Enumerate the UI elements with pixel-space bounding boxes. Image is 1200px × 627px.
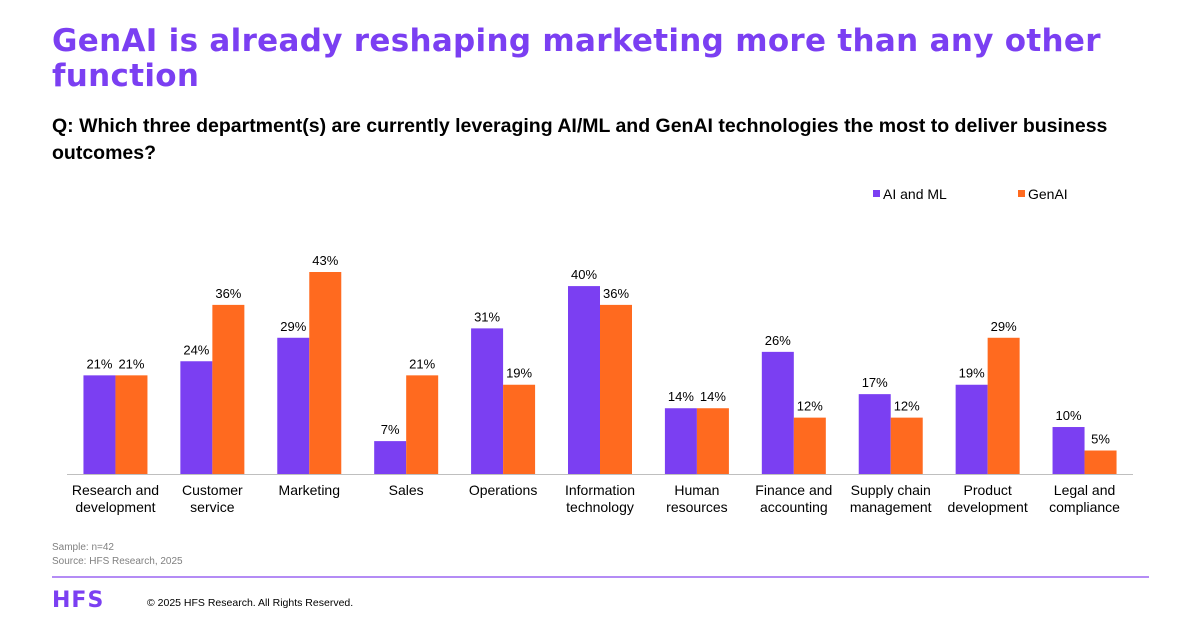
category-label: Research and xyxy=(72,482,159,498)
category-label: Finance and xyxy=(755,482,832,498)
legend-swatch-genai xyxy=(1018,190,1025,197)
bar-ai-ml xyxy=(180,361,213,474)
category-label: development xyxy=(948,499,1028,515)
data-label-genai: 29% xyxy=(991,319,1017,334)
category-label: Product xyxy=(964,482,1012,498)
bar-genai xyxy=(987,337,1020,474)
bar-ai-ml xyxy=(1052,427,1085,474)
copyright-text: © 2025 HFS Research. All Rights Reserved… xyxy=(147,597,354,609)
chart-notes: Sample: n=42 Source: HFS Research, 2025 xyxy=(52,541,183,569)
bar-ai-ml xyxy=(664,408,697,474)
category-label: service xyxy=(190,499,235,515)
survey-question: Q: Which three department(s) are current… xyxy=(52,115,1108,164)
category-label: management xyxy=(850,499,932,515)
bar-ai-ml xyxy=(955,384,988,474)
data-label-ai-ml: 24% xyxy=(183,342,209,357)
bar-genai xyxy=(406,375,439,474)
category-label: accounting xyxy=(760,499,828,515)
data-label-ai-ml: 10% xyxy=(1056,408,1082,423)
category-label: Information xyxy=(565,482,635,498)
category-label: Operations xyxy=(469,482,537,498)
bar-genai xyxy=(793,417,826,474)
bar-genai xyxy=(600,304,632,474)
category-label: Customer xyxy=(182,482,243,498)
legend-label-genai: GenAI xyxy=(1028,186,1068,202)
data-label-genai: 21% xyxy=(409,356,435,371)
data-label-ai-ml: 17% xyxy=(862,375,888,390)
bar-chart: 21% 21%Research anddevelopment24%36%Custo… xyxy=(67,186,1133,515)
footer-divider xyxy=(52,576,1149,578)
category-label: resources xyxy=(666,499,727,515)
data-label-ai-ml: 21% xyxy=(86,356,112,371)
data-label-genai: 43% xyxy=(312,253,338,268)
bar-genai xyxy=(503,384,536,474)
category-label: Legal and xyxy=(1054,482,1116,498)
bar-ai-ml xyxy=(374,441,407,474)
data-label-genai: 14% xyxy=(700,389,726,404)
legend-label-ai-ml: AI and ML xyxy=(883,186,947,202)
data-label-ai-ml: 14% xyxy=(668,389,694,404)
legend-swatch-ai-ml xyxy=(873,190,880,197)
data-label-genai: 19% xyxy=(506,366,532,381)
source-note: Source: HFS Research, 2025 xyxy=(52,556,183,567)
category-label: technology xyxy=(566,499,634,515)
data-label-genai: 12% xyxy=(894,399,920,414)
bar-ai-ml xyxy=(277,337,310,474)
bar-genai xyxy=(1084,450,1117,474)
bar-genai xyxy=(696,408,729,474)
bar-ai-ml xyxy=(761,351,794,474)
data-label-genai: 12% xyxy=(797,399,823,414)
category-label: compliance xyxy=(1049,499,1120,515)
category-label: Human xyxy=(674,482,719,498)
category-label: Sales xyxy=(389,482,424,498)
category-label: Supply chain xyxy=(851,482,931,498)
data-label-ai-ml: 31% xyxy=(474,309,500,324)
bar-genai xyxy=(212,304,245,474)
data-label-genai: 36% xyxy=(603,286,629,301)
data-label-ai-ml: 19% xyxy=(959,366,985,381)
category-label: development xyxy=(75,499,155,515)
bar-genai xyxy=(309,272,342,474)
data-label-ai-ml: 29% xyxy=(280,319,306,334)
data-label-ai-ml: 7% xyxy=(381,422,400,437)
sample-note: Sample: n=42 xyxy=(52,542,114,553)
bar-genai xyxy=(115,375,148,474)
data-label-genai: 36% xyxy=(215,286,241,301)
bar-ai-ml xyxy=(858,394,891,474)
page-title: GenAI is already reshaping marketing mor… xyxy=(52,23,1101,94)
hfs-logo: HFS xyxy=(52,588,105,613)
data-label-ai-ml: 26% xyxy=(765,333,791,348)
data-label-ai-ml: 40% xyxy=(571,267,597,282)
bar-ai-ml xyxy=(471,328,504,474)
data-label-genai: 5% xyxy=(1091,432,1110,447)
category-label: Marketing xyxy=(279,482,340,498)
bar-ai-ml xyxy=(568,286,600,474)
bar-genai xyxy=(890,417,923,474)
bar-ai-ml xyxy=(83,375,116,474)
data-label-genai: 21% xyxy=(118,356,144,371)
